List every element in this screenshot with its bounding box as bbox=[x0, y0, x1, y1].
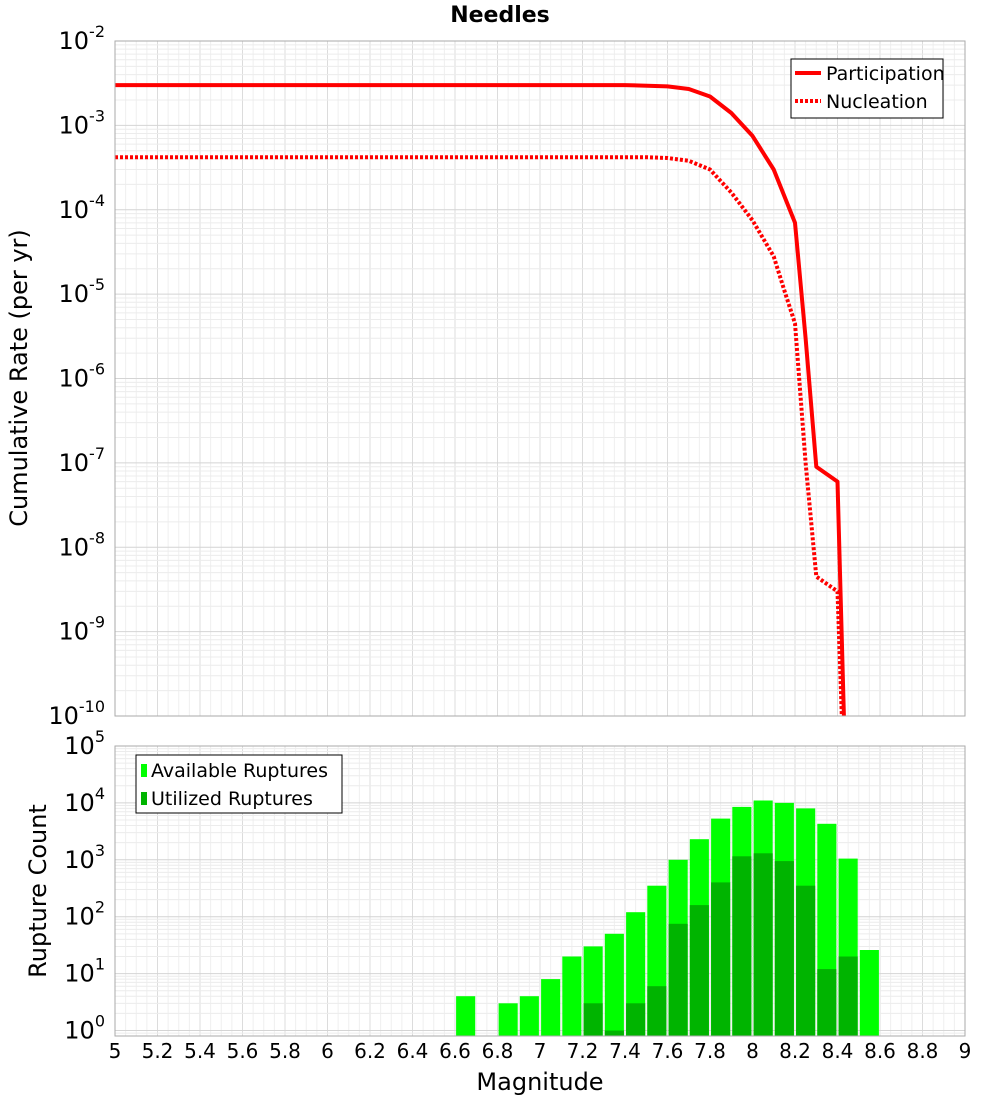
y-tick-label: 10-6 bbox=[59, 360, 106, 393]
bar-utilized-ruptures bbox=[796, 885, 816, 1036]
series-line-nucleation bbox=[115, 155, 844, 717]
x-tick-label: 6.8 bbox=[482, 1039, 514, 1063]
rate-plot-series bbox=[115, 83, 846, 717]
x-tick-label: 5.8 bbox=[269, 1039, 301, 1063]
legend-label-participation: Participation bbox=[826, 63, 945, 85]
bar-available-ruptures bbox=[859, 950, 879, 1036]
y-tick-label: 102 bbox=[64, 898, 105, 931]
y-tick-label: 10-10 bbox=[48, 697, 105, 730]
bar-utilized-ruptures bbox=[817, 969, 837, 1036]
x-tick-label: 5.2 bbox=[142, 1039, 174, 1063]
bar-utilized-ruptures bbox=[774, 861, 794, 1036]
bar-utilized-ruptures bbox=[689, 905, 709, 1036]
x-tick-label: 5.4 bbox=[184, 1039, 216, 1063]
rate-y-axis-label: Cumulative Rate (per yr) bbox=[5, 229, 33, 527]
bar-utilized-ruptures bbox=[732, 856, 752, 1036]
x-tick-label: 7 bbox=[534, 1039, 547, 1063]
x-axis-label: Magnitude bbox=[476, 1068, 603, 1096]
chart-title: Needles bbox=[450, 3, 550, 28]
x-tick-label: 6.4 bbox=[397, 1039, 429, 1063]
rate-legend: Participation Nucleation bbox=[790, 58, 945, 119]
legend-label-utilized-ruptures: Utilized Ruptures bbox=[151, 788, 313, 810]
rate-plot: 10-2 10-3 10-4 10-5 10-6 10-7 10-8 10-9 10-10 Cu… bbox=[5, 22, 966, 730]
legend-swatch-utilized-ruptures bbox=[141, 792, 147, 805]
y-tick-label: 104 bbox=[64, 784, 105, 817]
legend-box bbox=[135, 754, 343, 814]
bar-utilized-ruptures bbox=[753, 853, 773, 1036]
rate-y-tick-labels: 10-2 10-3 10-4 10-5 10-6 10-7 10-8 10-9 10-10 bbox=[48, 22, 105, 730]
bar-utilized-ruptures bbox=[583, 1003, 603, 1036]
rupture-y-tick-labels: 105 104 103 102 101 100 bbox=[64, 727, 105, 1044]
x-tick-label: 7.6 bbox=[652, 1039, 684, 1063]
y-tick-label: 10-7 bbox=[59, 444, 106, 477]
y-tick-label: 10-4 bbox=[59, 191, 106, 224]
bar-available-ruptures bbox=[562, 956, 582, 1036]
rupture-bars bbox=[456, 800, 879, 1036]
y-tick-label: 100 bbox=[64, 1011, 105, 1044]
bar-available-ruptures bbox=[604, 933, 624, 1036]
x-tick-label: 7.8 bbox=[694, 1039, 726, 1063]
y-tick-label: 10-9 bbox=[59, 613, 106, 646]
x-tick-label: 6.6 bbox=[439, 1039, 471, 1063]
rate-plot-grid bbox=[114, 40, 966, 717]
bar-utilized-ruptures bbox=[838, 956, 858, 1036]
rupture-y-axis-label: Rupture Count bbox=[24, 804, 52, 978]
x-tick-label: 8 bbox=[746, 1039, 759, 1063]
legend-box bbox=[790, 58, 944, 119]
bar-available-ruptures bbox=[498, 1003, 518, 1036]
x-tick-label: 8.8 bbox=[907, 1039, 939, 1063]
x-tick-label: 7.4 bbox=[609, 1039, 641, 1063]
x-tick-label: 6.2 bbox=[354, 1039, 386, 1063]
bar-utilized-ruptures bbox=[626, 1003, 646, 1036]
y-tick-label: 10-8 bbox=[59, 528, 106, 561]
legend-swatch-available-ruptures bbox=[141, 764, 147, 777]
legend-label-available-ruptures: Available Ruptures bbox=[151, 760, 328, 782]
y-tick-label: 105 bbox=[64, 727, 105, 760]
bar-utilized-ruptures bbox=[711, 882, 731, 1036]
y-tick-label: 10-2 bbox=[59, 22, 106, 55]
bar-available-ruptures bbox=[541, 979, 561, 1036]
y-tick-label: 103 bbox=[64, 841, 105, 874]
rate-plot-frame bbox=[114, 40, 966, 717]
bar-utilized-ruptures bbox=[647, 986, 667, 1036]
x-tick-labels: 5 5.2 5.4 5.6 5.8 6 6.2 6.4 6.6 6.8 7 7.2 7.4 7.6 7.8 8… bbox=[109, 1039, 972, 1063]
bar-available-ruptures bbox=[456, 996, 476, 1036]
bar-utilized-ruptures bbox=[668, 923, 688, 1036]
y-tick-label: 10-5 bbox=[59, 275, 106, 308]
x-tick-label: 8.4 bbox=[822, 1039, 854, 1063]
x-tick-label: 9 bbox=[959, 1039, 972, 1063]
series-line-participation bbox=[115, 83, 846, 717]
y-tick-label: 101 bbox=[64, 955, 105, 988]
x-tick-label: 5.6 bbox=[227, 1039, 259, 1063]
y-tick-label: 10-3 bbox=[59, 106, 106, 139]
rupture-legend: Available Ruptures Utilized Ruptures bbox=[135, 754, 343, 814]
rupture-count-plot: 105 104 103 102 101 100 5 5.2 5.4 5.6 5.8 6 6.2 6.4 6… bbox=[24, 727, 971, 1096]
bar-utilized-ruptures bbox=[604, 1030, 624, 1036]
legend-label-nucleation: Nucleation bbox=[826, 91, 928, 113]
x-tick-label: 7.2 bbox=[567, 1039, 599, 1063]
x-tick-label: 6 bbox=[321, 1039, 334, 1063]
rupture-plot-frame bbox=[114, 745, 966, 1037]
bar-available-ruptures bbox=[519, 996, 539, 1036]
x-tick-label: 8.6 bbox=[864, 1039, 896, 1063]
x-tick-label: 8.2 bbox=[779, 1039, 811, 1063]
x-tick-label: 5 bbox=[109, 1039, 122, 1063]
